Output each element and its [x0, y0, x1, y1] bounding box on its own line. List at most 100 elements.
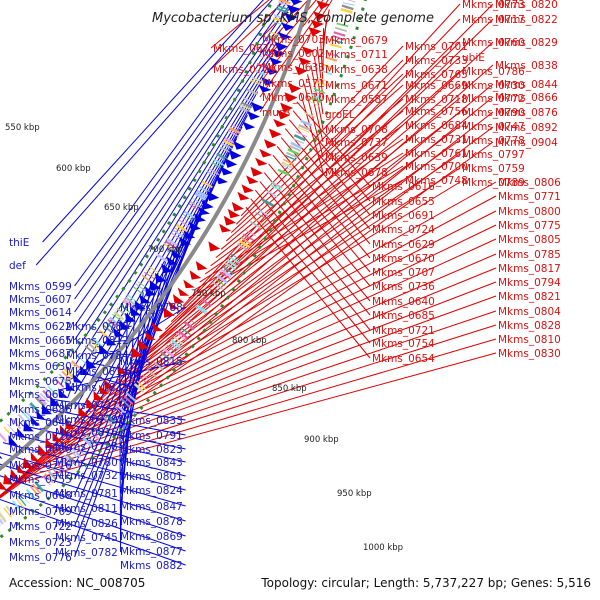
inner-feature-band-segment — [275, 7, 288, 14]
forward-leader-line — [0, 126, 494, 498]
outer-feature-band-segment — [51, 467, 61, 477]
forward-gene-label: Mkms_0685 — [372, 310, 435, 322]
inner-feature-band-segment — [107, 318, 118, 328]
inner-feature-band-segment — [195, 189, 208, 198]
forward-gene-label: Mkms_0844 — [495, 79, 558, 91]
forward-gene-arrow — [177, 287, 190, 296]
reverse-gene-label: Mkms_0833 — [120, 415, 183, 427]
reverse-gene-arrow — [171, 249, 183, 259]
outer-feature-band-segment — [183, 321, 195, 331]
outer-feature-band-segment — [0, 511, 7, 523]
forward-gene-label: Mkms_0679 — [325, 35, 388, 47]
inner-feature-band-segment — [156, 253, 168, 263]
reverse-gene-arrow — [154, 272, 167, 283]
reverse-gene-arrow — [220, 166, 233, 176]
forward-leader-line — [140, 111, 461, 361]
outer-feature-band-segment — [69, 450, 80, 460]
forward-leader-line — [263, 172, 371, 302]
outer-feature-band-segment — [115, 403, 126, 414]
reverse-gene-label: Mkms_0646 — [9, 417, 72, 429]
inner-feature-band-segment — [47, 385, 57, 396]
footer-bar — [0, 570, 600, 600]
reverse-gene-label: Mkms_0784 — [66, 350, 129, 362]
outer-feature-band-segment — [220, 268, 232, 278]
outer-feature-band-segment — [15, 497, 25, 508]
outer-feature-band-segment — [298, 124, 311, 131]
forward-gene-label: Mkms_0748 — [405, 175, 468, 187]
inner-feature-band-segment — [278, 1, 290, 7]
inner-feature-band-segment — [219, 146, 232, 154]
forward-gene-label: Mkms_0733 — [405, 55, 468, 67]
forward-gene-arrow — [280, 102, 294, 113]
reverse-gene-arrow — [206, 190, 220, 202]
outer-feature-band-segment — [114, 405, 124, 416]
scale-tick-label: 750 kbp — [191, 289, 226, 299]
inner-feature-band-segment — [35, 396, 46, 407]
reverse-gene-arrow — [166, 256, 178, 266]
forward-leader-line — [114, 167, 461, 390]
inner-feature-band-segment — [61, 370, 72, 381]
forward-gene-label: Mkms_0691 — [372, 210, 435, 222]
reverse-gene-label: Mkms_0812 — [66, 335, 129, 347]
forward-gene-label: Mkms_0805 — [498, 234, 561, 246]
outer-feature-band-segment — [196, 304, 208, 314]
forward-gene-arrow — [273, 118, 286, 128]
forward-gene-arrow — [294, 65, 308, 76]
forward-gene-label: Mkms_0737 — [325, 137, 388, 149]
outer-feature-band-segment — [222, 266, 234, 275]
outer-feature-band-segment — [322, 63, 335, 70]
forward-gene-label: Mkms_0700 — [405, 161, 468, 173]
reverse-leader-line — [35, 0, 273, 266]
outer-feature-band-segment — [245, 229, 257, 237]
genome-rings — [0, 0, 367, 540]
inner-feature-band-segment — [180, 216, 192, 225]
reverse-gene-label: Mkms_0745 — [55, 532, 118, 544]
forward-gene-label: Mkms_0866 — [495, 92, 558, 104]
reverse-gene-arrow — [119, 319, 131, 330]
forward-gene-label: Mkms_0800 — [498, 206, 561, 218]
outer-feature-band-segment — [240, 236, 252, 245]
outer-feature-band-segment — [281, 161, 294, 169]
reverse-gene-arrow — [0, 455, 3, 459]
inner-feature-band-segment — [208, 168, 220, 176]
outer-feature-band-segment — [65, 453, 76, 464]
forward-gene-label: Mkms_0671 — [325, 80, 388, 92]
forward-gene-label: Mkms_0797 — [462, 149, 525, 161]
forward-gene-label: Mkms_0771 — [498, 191, 561, 203]
inner-feature-band-segment — [84, 345, 96, 355]
inner-feature-band-segment — [91, 337, 103, 347]
outer-feature-band-segment — [195, 306, 206, 315]
outer-feature-band-segment — [333, 31, 346, 37]
forward-gene-arrow — [22, 457, 34, 469]
inner-feature-band-segment — [228, 126, 241, 135]
reverse-gene-label: Mkms_0607 — [9, 294, 72, 306]
forward-gene-arrow — [195, 260, 208, 271]
inner-feature-band-segment — [192, 197, 203, 205]
reverse-gene-arrow — [233, 140, 246, 150]
reverse-gene-arrow — [145, 286, 157, 297]
topology-text: Topology: circular; Length: 5,737,227 bp… — [260, 576, 591, 590]
outer-feature-band-segment — [177, 330, 189, 340]
inner-feature-band-segment — [54, 378, 65, 388]
inner-feature-band-segment — [198, 186, 210, 194]
forward-gene-label: Mkms_0794 — [498, 277, 561, 289]
inner-feature-band-segment — [213, 158, 225, 167]
reverse-gene-label: Mkms_0710 — [9, 431, 72, 443]
reverse-gene-arrow — [258, 84, 272, 93]
forward-leader-line — [74, 238, 497, 433]
outer-feature-band-segment — [340, 7, 353, 14]
reverse-gene-label: Mkms_0781 — [55, 488, 118, 500]
forward-gene-arrow — [219, 223, 232, 233]
forward-gene-label: Mkms_0876 — [495, 107, 558, 119]
reverse-gene-label: Mkms_0801 — [120, 471, 183, 483]
reverse-gene-arrow — [30, 415, 40, 426]
outer-dotted-ring — [0, 0, 367, 540]
inner-feature-band-segment — [224, 137, 236, 145]
forward-leader-line — [158, 70, 461, 338]
outer-feature-band-segment — [300, 119, 313, 127]
forward-gene-arrow — [45, 437, 56, 449]
forward-gene-arrow — [298, 56, 312, 66]
genome-backbone — [0, 0, 312, 472]
forward-gene-arrow — [93, 390, 104, 401]
reverse-gene-arrow — [134, 300, 146, 310]
